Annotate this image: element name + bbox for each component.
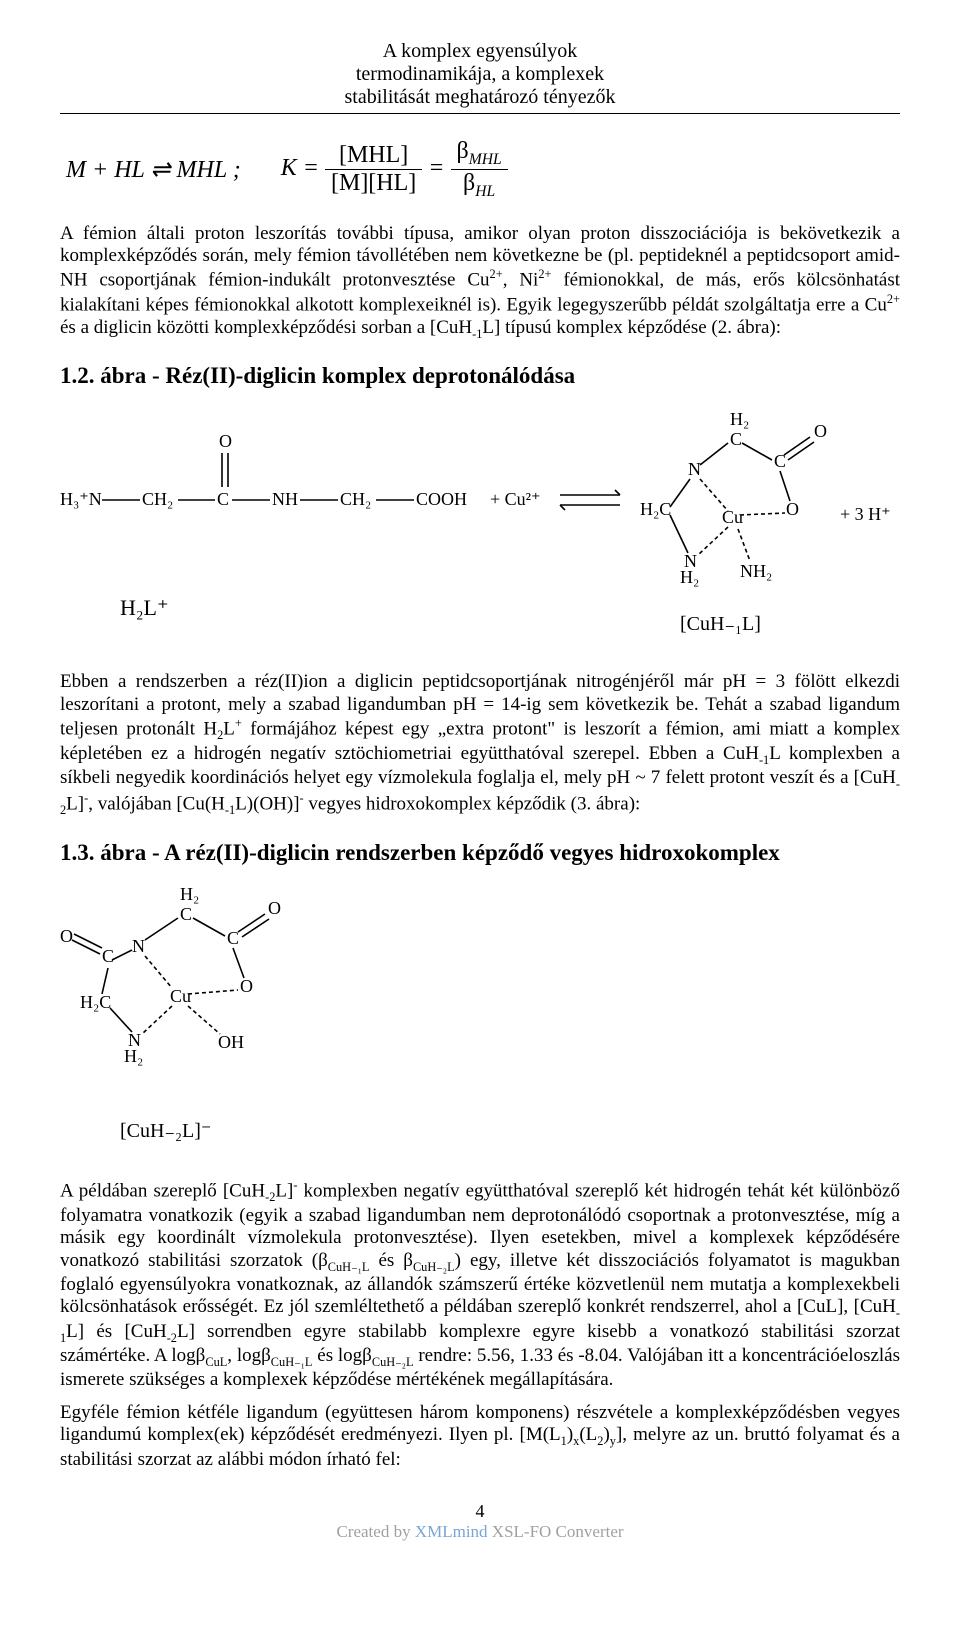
svg-text:H₂: H₂ [180, 884, 199, 904]
svg-text:N: N [132, 936, 145, 956]
paragraph-3: A példában szereplő [CuH-2L]- komplexben… [60, 1178, 900, 1392]
eq-frac1-den: [M][HL] [325, 170, 422, 197]
header-line-2: termodinamikája, a komplexek [60, 63, 900, 86]
eq-frac1: [MHL] [M][HL] [325, 142, 422, 197]
svg-text:O: O [268, 898, 281, 918]
paragraph-1: A fémion általi proton leszorítás tovább… [60, 223, 900, 342]
figure-1-2-svg: H₃⁺N CH₂ C O NH CH₂ COOH + Cu²⁺ [60, 405, 900, 655]
svg-text:C: C [102, 946, 114, 966]
header-line-1: A komplex egyensúlyok [60, 40, 900, 63]
eq-eq2: = [428, 155, 444, 181]
paragraph-4: Egyféle fémion kétféle ligandum (együtte… [60, 1402, 900, 1471]
svg-text:H₂C: H₂C [80, 992, 111, 1012]
svg-text:Cu: Cu [170, 986, 191, 1006]
eq-frac2-den: βHL [457, 170, 501, 201]
figure-1-3: H₂ C N C O O Cu O [60, 882, 900, 1162]
header-rule [60, 113, 900, 114]
generator-credit: Created by XMLmind XSL-FO Converter [60, 1522, 900, 1542]
svg-text:[CuH₋₁L]: [CuH₋₁L] [680, 613, 761, 635]
eq-left: M + HL ⇌ MHL ; [66, 155, 241, 184]
eq-k-label: K = [281, 155, 319, 181]
svg-text:H₂C: H₂C [640, 499, 671, 519]
svg-text:C: C [227, 928, 239, 948]
svg-text:Cu: Cu [722, 507, 743, 527]
equilibrium-equation: M + HL ⇌ MHL ; K = [MHL] [M][HL] = βMHL … [60, 138, 900, 201]
figure-1-3-caption: 1.3. ábra - A réz(II)-diglicin rendszerb… [60, 840, 900, 866]
svg-text:N: N [688, 459, 701, 479]
page-footer: 4 Created by XMLmind XSL-FO Converter [60, 1501, 900, 1542]
svg-text:H₂: H₂ [680, 567, 699, 587]
svg-text:H₂L⁺: H₂L⁺ [120, 595, 169, 620]
plus-cu: + Cu²⁺ [490, 489, 541, 509]
svg-text:O: O [814, 421, 827, 441]
svg-text:CH₂: CH₂ [340, 489, 371, 509]
figure-1-2: H₃⁺N CH₂ C O NH CH₂ COOH + Cu²⁺ [60, 405, 900, 655]
header-line-3: stabilitását meghatározó tényezők [60, 86, 900, 109]
svg-text:O: O [240, 976, 253, 996]
svg-text:O: O [219, 431, 232, 451]
svg-text:+ 3 H⁺: + 3 H⁺ [840, 504, 891, 524]
svg-text:COOH: COOH [416, 489, 467, 509]
figure-1-2-caption: 1.2. ábra - Réz(II)-diglicin komplex dep… [60, 363, 900, 389]
svg-text:H₃⁺N: H₃⁺N [60, 489, 102, 509]
svg-text:C: C [730, 429, 742, 449]
svg-text:H₂: H₂ [730, 409, 749, 429]
paragraph-2: Ebben a rendszerben a réz(II)ion a digli… [60, 671, 900, 818]
svg-text:NH₂: NH₂ [740, 561, 772, 581]
svg-text:H₂: H₂ [124, 1046, 143, 1066]
eq-k: K = [MHL] [M][HL] = βMHL βHL [281, 138, 508, 201]
page-number: 4 [60, 1501, 900, 1522]
page-body: A komplex egyensúlyok termodinamikája, a… [0, 0, 960, 1572]
figure-1-3-svg: H₂ C N C O O Cu O [60, 882, 460, 1162]
eq-frac2-num: βMHL [451, 138, 508, 169]
eq-frac2: βMHL βHL [451, 138, 508, 201]
svg-text:C: C [180, 904, 192, 924]
running-header: A komplex egyensúlyok termodinamikája, a… [60, 40, 900, 109]
svg-text:CH₂: CH₂ [142, 489, 173, 509]
eq-frac1-num: [MHL] [333, 142, 414, 169]
svg-text:NH: NH [272, 489, 298, 509]
svg-text:O: O [60, 926, 73, 946]
svg-text:C: C [217, 489, 229, 509]
svg-text:OH: OH [218, 1032, 244, 1052]
svg-text:O: O [786, 499, 799, 519]
svg-text:[CuH₋₂L]⁻: [CuH₋₂L]⁻ [120, 1120, 211, 1142]
